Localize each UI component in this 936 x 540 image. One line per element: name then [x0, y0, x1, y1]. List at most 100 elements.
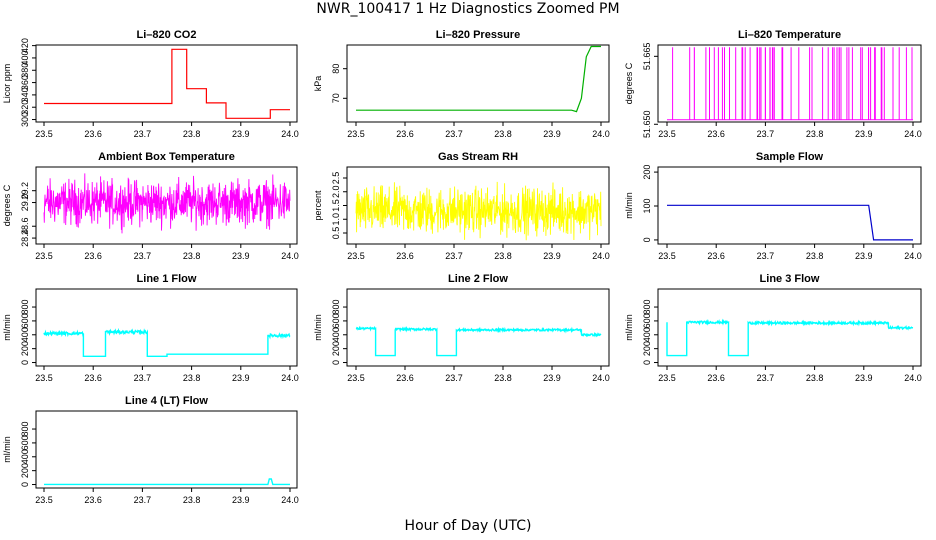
x-tick-label: 23.6: [84, 495, 102, 505]
y-tick-label: 0.5: [331, 227, 341, 240]
y-axis-label: ml/min: [624, 314, 634, 341]
series-line: [44, 478, 290, 486]
y-tick-label: 28.6: [20, 217, 30, 235]
series-line: [355, 181, 602, 241]
x-tick-label: 24.0: [281, 373, 299, 383]
series-line: [667, 204, 913, 241]
y-tick-label: 800: [331, 300, 341, 315]
y-tick-label: 29.2: [20, 182, 30, 200]
panel-title: Sample Flow: [756, 151, 824, 163]
panel-title: Ambient Box Temperature: [98, 151, 235, 163]
x-tick-label: 23.6: [84, 129, 102, 139]
y-tick-label: 340: [20, 87, 30, 102]
panel-9: Line 3 Flow ml/min 23.5 23.6 23.7 23.8 23.9 24.…: [624, 273, 922, 383]
x-tick-label: 23.8: [494, 251, 512, 261]
x-tick-label: 23.5: [347, 129, 365, 139]
y-tick-label: 400: [20, 449, 30, 464]
y-tick-label: 800: [20, 300, 30, 315]
x-tick-label: 23.5: [658, 251, 676, 261]
x-tick-label: 23.9: [232, 251, 250, 261]
x-tick-label: 24.0: [904, 251, 922, 261]
y-tick-label: 800: [642, 300, 652, 315]
x-tick-label: 23.5: [347, 251, 365, 261]
y-tick-label: 0: [20, 482, 30, 487]
panel-title: Li–820 CO2: [137, 29, 197, 41]
x-tick-label: 23.9: [855, 251, 873, 261]
x-tick-label: 23.6: [707, 373, 725, 383]
y-tick-label: 0: [331, 360, 341, 365]
x-tick-label: 23.6: [396, 129, 414, 139]
x-tick-label: 23.9: [543, 373, 561, 383]
plot-frame: [35, 44, 298, 123]
y-tick-label: 1.5: [331, 199, 341, 212]
y-tick-label: 0: [20, 360, 30, 365]
x-tick-label: 23.5: [35, 495, 53, 505]
panel-title: Line 4 (LT) Flow: [125, 395, 208, 407]
x-tick-label: 23.8: [494, 373, 512, 383]
y-axis-label: ml/min: [624, 192, 634, 219]
x-tick-label: 23.7: [757, 129, 775, 139]
x-tick-label: 24.0: [281, 251, 299, 261]
y-tick-label: 300: [20, 112, 30, 127]
x-tick-label: 23.6: [707, 251, 725, 261]
y-axis-label: percent: [313, 190, 323, 221]
x-tick-label: 23.7: [445, 129, 463, 139]
panel-title: Li–820 Temperature: [738, 29, 841, 41]
y-tick-label: 200: [331, 341, 341, 356]
y-tick-label: 51.650: [642, 110, 652, 138]
x-tick-label: 23.9: [232, 129, 250, 139]
series-line: [355, 325, 602, 357]
panel-title: Line 2 Flow: [448, 273, 508, 285]
y-tick-label: 600: [20, 313, 30, 328]
x-tick-label: 23.5: [35, 129, 53, 139]
y-tick-label: 51.665: [642, 43, 652, 71]
series-line: [43, 173, 291, 234]
y-tick-label: 200: [20, 463, 30, 478]
y-tick-label: 200: [20, 341, 30, 356]
x-tick-label: 24.0: [592, 129, 610, 139]
panel-title: Li–820 Pressure: [436, 29, 520, 41]
x-tick-label: 24.0: [592, 251, 610, 261]
y-tick-label: 80: [331, 64, 341, 74]
series-line: [44, 48, 290, 119]
x-tick-label: 23.9: [543, 251, 561, 261]
x-tick-label: 23.7: [134, 373, 152, 383]
series-line: [356, 45, 601, 113]
x-tick-label: 23.7: [445, 373, 463, 383]
panel-8: Line 2 Flow ml/min 23.5 23.6 23.7 23.8 23.9 24.…: [313, 273, 610, 383]
panel-2: Li–820 Pressure kPa 23.5 23.6 23.7 23.8 23.9 24…: [313, 29, 610, 139]
y-tick-label: 28.4: [20, 229, 30, 247]
x-tick-label: 23.6: [396, 373, 414, 383]
x-tick-label: 23.5: [658, 129, 676, 139]
y-axis-label: degrees C: [2, 184, 12, 226]
series-line: [666, 318, 914, 357]
y-tick-label: 200: [642, 165, 652, 180]
x-tick-label: 23.5: [35, 251, 53, 261]
panel-6: Sample Flow ml/min 23.5 23.6 23.7 23.8 23.9 24.…: [624, 151, 922, 261]
y-tick-label: 600: [20, 435, 30, 450]
x-tick-label: 23.7: [134, 495, 152, 505]
x-tick-label: 23.7: [757, 251, 775, 261]
plot-frame: [35, 410, 298, 489]
y-tick-label: 2.5: [331, 172, 341, 185]
y-tick-label: 800: [20, 422, 30, 437]
x-tick-label: 23.8: [183, 373, 201, 383]
x-tick-label: 23.6: [707, 129, 725, 139]
x-tick-label: 24.0: [904, 373, 922, 383]
plot-frame: [35, 288, 298, 367]
panel-title: Gas Stream RH: [438, 151, 518, 163]
y-tick-label: 360: [20, 75, 30, 90]
plot-frame: [657, 44, 922, 123]
x-tick-label: 23.9: [232, 495, 250, 505]
x-tick-label: 23.7: [757, 373, 775, 383]
x-tick-label: 23.8: [183, 495, 201, 505]
x-tick-label: 23.9: [855, 373, 873, 383]
x-tick-label: 23.6: [84, 251, 102, 261]
x-tick-label: 24.0: [904, 129, 922, 139]
plot-frame: [346, 44, 610, 123]
y-tick-label: 400: [20, 50, 30, 65]
panel-1: Li–820 CO2 Licor ppm 23.5 23.6 23.7 23.8 23.9 2…: [2, 29, 299, 139]
x-tick-label: 23.6: [396, 251, 414, 261]
y-tick-label: 400: [331, 327, 341, 342]
